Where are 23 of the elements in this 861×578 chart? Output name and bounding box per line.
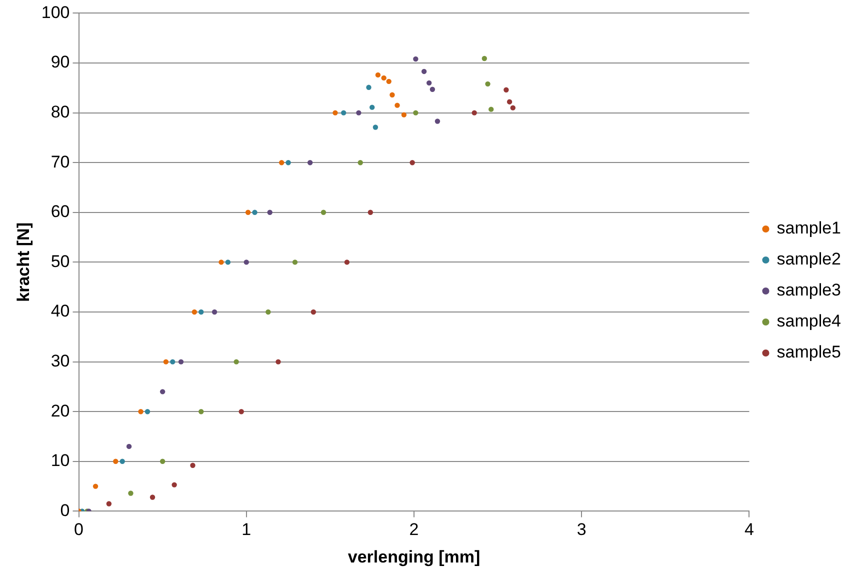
y-tick-label: 100 (41, 2, 70, 22)
y-tick-label: 60 (50, 202, 70, 222)
x-tick-label: 2 (409, 520, 419, 540)
y-tick-label: 90 (50, 52, 70, 72)
legend-label: sample3 (776, 280, 842, 300)
y-tick-label: 70 (50, 152, 70, 172)
legend-label: sample2 (776, 250, 842, 269)
x-tick-label: 3 (576, 520, 586, 540)
y-tick-label: 50 (50, 252, 70, 271)
y-tick-label: 10 (50, 451, 70, 470)
x-tick-label: 4 (744, 520, 754, 540)
y-tick-label: 0 (60, 500, 70, 520)
y-axis-title: kracht [N] (14, 222, 33, 302)
x-tick-label: 0 (74, 520, 84, 540)
legend-label: sample5 (776, 342, 842, 362)
x-axis-title: verlenging [mm] (348, 547, 480, 566)
y-tick-label: 20 (50, 401, 70, 420)
legend-label: sample4 (776, 312, 842, 331)
legend-label: sample1 (776, 218, 842, 238)
y-tick-label: 80 (50, 102, 70, 122)
y-tick-label: 40 (50, 302, 70, 321)
y-tick-label: 30 (50, 351, 70, 370)
x-tick-label: 1 (242, 520, 252, 540)
